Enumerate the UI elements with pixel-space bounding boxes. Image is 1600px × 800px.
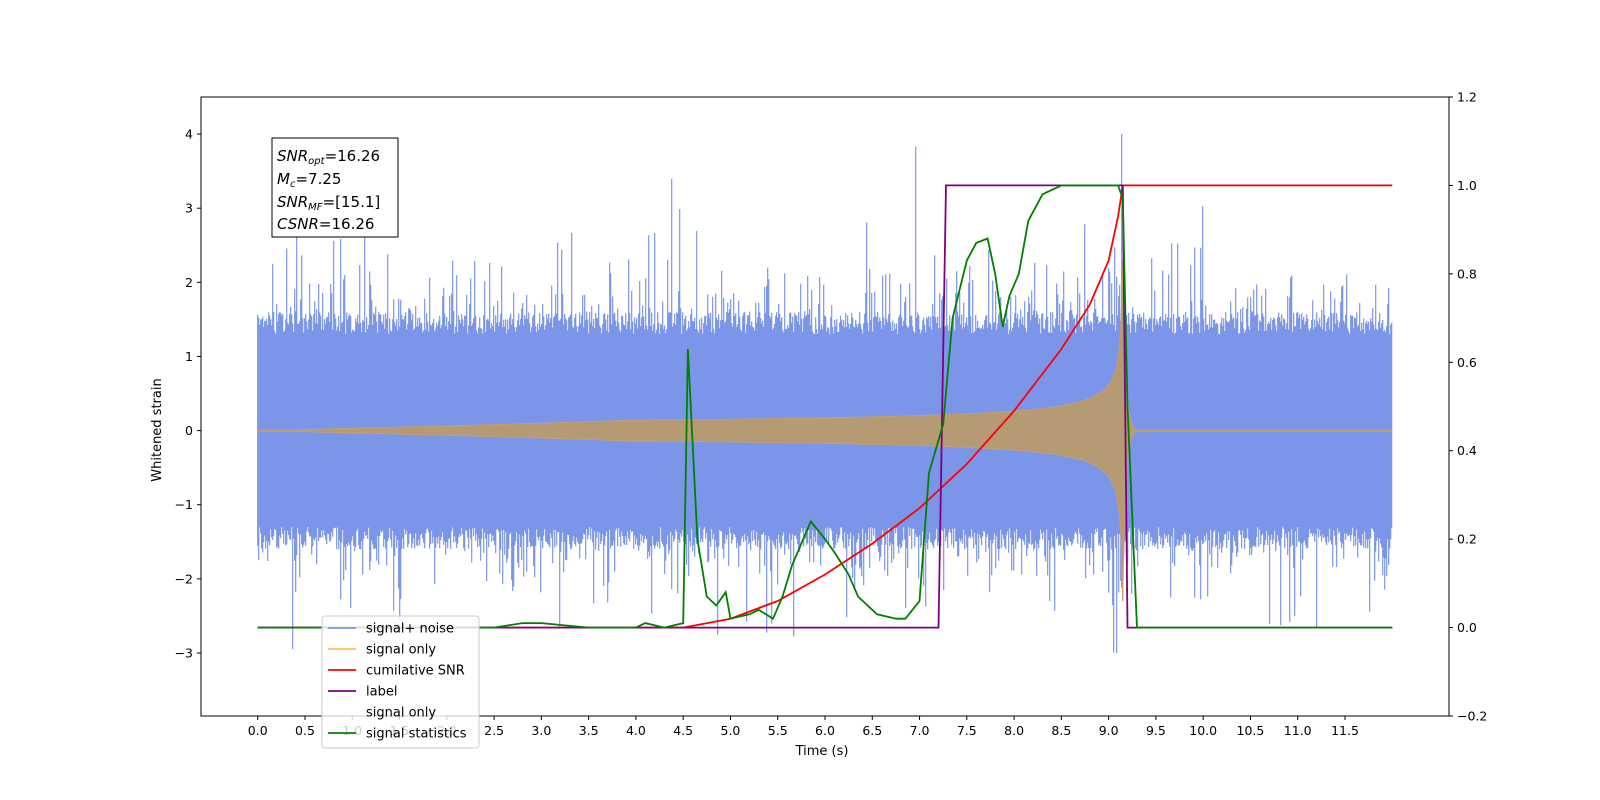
annotation-snr-opt: SNRopt=16.26 [277, 147, 380, 167]
legend-item: signal only [328, 643, 436, 658]
legend-label: cumilative SNR [366, 664, 465, 679]
y2-tick-label: 0.2 [1457, 532, 1477, 547]
x-tick-label: 7.0 [910, 723, 930, 738]
y-tick-label: 3 [185, 201, 193, 216]
x-tick-label: 9.5 [1146, 723, 1166, 738]
x-axis-label: Time (s) [795, 744, 849, 759]
y2-tick-label: 0.0 [1457, 620, 1477, 635]
x-tick-label: 4.0 [626, 723, 646, 738]
y2-tick-label: 0.8 [1457, 266, 1477, 281]
legend-item: signal only [328, 706, 436, 721]
y2-tick-label: 1.0 [1457, 178, 1477, 193]
x-tick-label: 0.0 [248, 723, 268, 738]
y2-tick-label: −0.2 [1457, 709, 1487, 724]
x-tick-label: 2.5 [484, 723, 504, 738]
x-tick-label: 3.5 [579, 723, 599, 738]
y-tick-label: 1 [185, 349, 193, 364]
annotation-mc: Mc=7.25 [277, 170, 341, 190]
annotation-box: SNRopt=16.26 Mc=7.25 SNRMF=[15.1] CSNR=1… [271, 137, 399, 238]
y2-tick-label: 0.4 [1457, 443, 1477, 458]
series-cumilative-snr [257, 184, 1393, 629]
x-tick-label: 0.5 [295, 723, 315, 738]
legend-item: label [328, 685, 397, 700]
series-signal-statistics [257, 184, 1393, 629]
x-tick-label: 10.0 [1189, 723, 1217, 738]
y-tick-label: −1 [175, 497, 193, 512]
x-tick-label: 11.0 [1284, 723, 1312, 738]
legend-frame [321, 615, 480, 749]
y-tick-label: −3 [175, 645, 193, 660]
x-tick-label: 4.5 [673, 723, 693, 738]
x-tick-label: 6.5 [862, 723, 882, 738]
series-signal-only [257, 260, 1393, 602]
x-tick-label: 8.0 [1004, 723, 1024, 738]
legend-item: signal statistics [328, 727, 467, 742]
x-tick-label: 10.5 [1237, 723, 1265, 738]
x-tick-label: 5.5 [768, 723, 788, 738]
legend-label: label [366, 685, 397, 700]
legend-label: signal only [366, 706, 436, 721]
legend-label: signal statistics [366, 727, 467, 742]
legend-label: signal only [366, 643, 436, 658]
y-tick-label: 2 [185, 275, 193, 290]
y2-tick-label: 0.6 [1457, 355, 1477, 370]
y-tick-label: 0 [185, 423, 193, 438]
x-tick-label: 8.5 [1051, 723, 1071, 738]
axes-layer: 0.00.51.01.52.02.53.03.54.04.55.05.56.06… [175, 90, 1488, 739]
legend-label: signal+ noise [366, 622, 454, 637]
legend-item: signal+ noise [328, 622, 454, 637]
x-tick-label: 7.5 [957, 723, 977, 738]
annotation-snr-mf: SNRMF=[15.1] [277, 193, 380, 213]
x-tick-label: 9.0 [1099, 723, 1119, 738]
y-axis-label: Whitened strain [150, 378, 165, 481]
y2-tick-label: 1.2 [1457, 90, 1477, 105]
legend-item: cumilative SNR [328, 664, 465, 679]
x-tick-label: 5.0 [721, 723, 741, 738]
x-tick-label: 3.0 [531, 723, 551, 738]
legend: signal+ noise signal only cumilative SNR la… [321, 615, 480, 749]
x-tick-label: 6.0 [815, 723, 835, 738]
x-tick-label: 11.5 [1331, 723, 1359, 738]
y-tick-label: −2 [175, 571, 193, 586]
lines-layer [257, 184, 1393, 629]
y-tick-label: 4 [185, 127, 193, 142]
chirp-series-layer [257, 260, 1393, 602]
annotation-csnr: CSNR=16.26 [277, 215, 374, 233]
